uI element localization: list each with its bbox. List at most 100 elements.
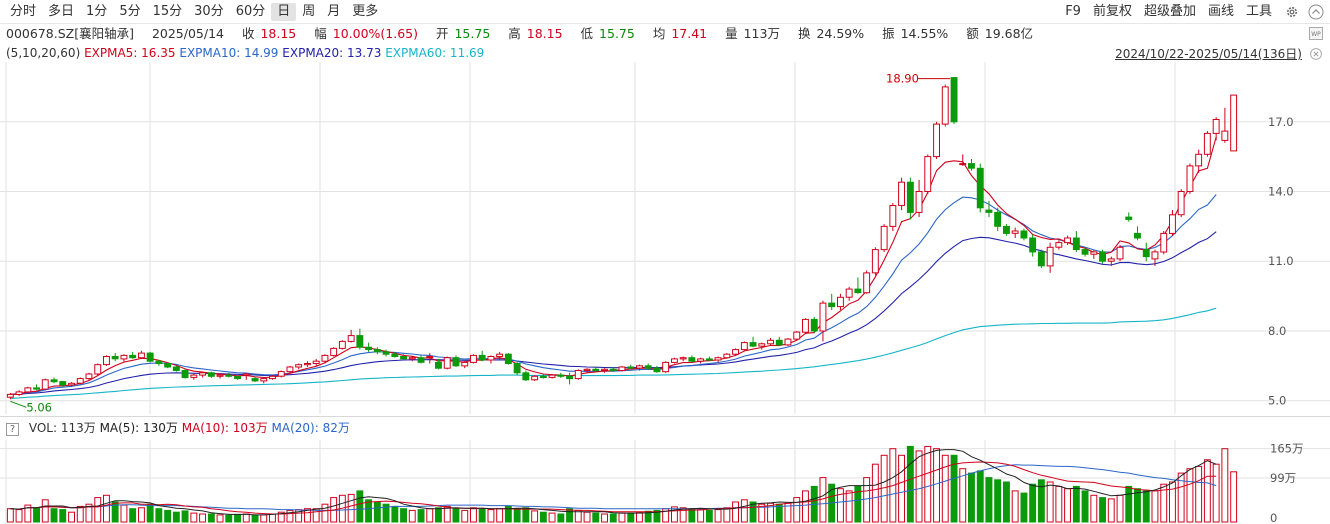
candle bbox=[1195, 149, 1203, 173]
candle bbox=[775, 336, 783, 347]
candle bbox=[871, 247, 879, 276]
draw-line-button[interactable]: 画线 bbox=[1207, 4, 1234, 19]
candle-body-up bbox=[767, 339, 774, 345]
tab-30min[interactable]: 30分 bbox=[194, 4, 224, 19]
volume-bar-up bbox=[1169, 481, 1176, 523]
candle bbox=[146, 351, 154, 363]
candle bbox=[41, 378, 49, 391]
candle-body-up bbox=[1230, 94, 1238, 152]
wp-icon[interactable]: WP bbox=[1308, 26, 1324, 40]
candle bbox=[671, 357, 678, 364]
candle bbox=[1037, 249, 1045, 269]
candle-body-up bbox=[103, 356, 110, 366]
candle-body-up bbox=[723, 353, 731, 359]
candle-body-down bbox=[539, 375, 547, 378]
volume-bar-up bbox=[216, 514, 224, 523]
tab-60min[interactable]: 60分 bbox=[235, 4, 266, 19]
volume-bar-up bbox=[1107, 498, 1115, 523]
candle bbox=[382, 349, 390, 357]
candle-body-up bbox=[802, 318, 809, 333]
volume-bar-up bbox=[898, 454, 905, 523]
candle-body-up bbox=[618, 366, 626, 371]
volume-bar-down bbox=[705, 509, 713, 523]
candle bbox=[802, 318, 809, 334]
candle bbox=[260, 377, 268, 384]
date-range[interactable]: 2024/10/22-2025/05/14(136日) bbox=[1115, 47, 1302, 61]
candle-body-up bbox=[1011, 230, 1019, 234]
candle bbox=[199, 371, 207, 378]
gear-icon[interactable] bbox=[1282, 3, 1302, 21]
tab-more[interactable]: 更多 bbox=[352, 4, 379, 19]
candle-body-up bbox=[277, 371, 285, 377]
candle-body-up bbox=[443, 357, 451, 369]
f9-button[interactable]: F9 bbox=[1065, 4, 1081, 19]
candle bbox=[277, 370, 285, 378]
candle-body-up bbox=[85, 373, 93, 380]
volume-bar-up bbox=[6, 508, 14, 523]
amount-value: 19.68亿 bbox=[984, 26, 1034, 41]
candle-body-down bbox=[627, 366, 635, 369]
candle bbox=[1203, 131, 1211, 157]
volume-bar-down bbox=[373, 501, 381, 523]
volume-bar-up bbox=[583, 511, 591, 523]
candle bbox=[994, 207, 1002, 232]
candle bbox=[1230, 94, 1238, 152]
candle bbox=[15, 390, 23, 397]
overlay-button[interactable]: 超级叠加 bbox=[1143, 4, 1196, 19]
help-icon[interactable]: ? bbox=[6, 423, 19, 436]
tab-multi-day[interactable]: 多日 bbox=[48, 4, 75, 19]
low-value: 15.75 bbox=[599, 26, 635, 41]
volume-bar-down bbox=[1081, 490, 1089, 523]
volume-bar-up bbox=[1186, 468, 1194, 523]
tab-week[interactable]: 周 bbox=[302, 4, 316, 19]
vol-legend: VOL: 113万 bbox=[28, 421, 96, 435]
volume-bar-up bbox=[1046, 481, 1054, 523]
tab-day[interactable]: 日 bbox=[271, 3, 297, 21]
volume-bar-down bbox=[478, 508, 486, 523]
volume-chart[interactable]: 165万 99万 0 bbox=[0, 440, 1330, 524]
adjust-price-button[interactable]: 前复权 bbox=[1092, 4, 1132, 19]
y-tick-label: 5.0 bbox=[1268, 394, 1286, 408]
candle bbox=[1107, 256, 1115, 266]
candle-body-up bbox=[6, 393, 14, 398]
candle bbox=[583, 368, 591, 373]
tab-minute[interactable]: 分时 bbox=[10, 4, 37, 19]
ma-params[interactable]: (5,10,20,60) bbox=[6, 46, 81, 60]
tab-1min[interactable]: 1分 bbox=[86, 4, 108, 19]
candle bbox=[400, 354, 408, 361]
volume-bar-up bbox=[199, 513, 207, 523]
candle-body-up bbox=[1160, 232, 1168, 253]
collapse-up-icon[interactable] bbox=[1306, 3, 1326, 21]
tools-button[interactable]: 工具 bbox=[1245, 4, 1272, 19]
candle bbox=[609, 367, 617, 372]
tab-15min[interactable]: 15分 bbox=[152, 4, 183, 19]
candle bbox=[94, 363, 102, 376]
candle bbox=[880, 224, 888, 252]
candle-body-up bbox=[1116, 246, 1124, 260]
volume-bar-up bbox=[461, 509, 469, 523]
ma10-line bbox=[10, 194, 1217, 395]
candle-body-down bbox=[234, 375, 242, 380]
volume-bar-up bbox=[845, 490, 853, 523]
candle bbox=[242, 372, 250, 380]
price-chart[interactable]: 5.0 8.0 11.0 14.0 17.0 18.90 5.06 bbox=[0, 62, 1330, 414]
change-label: 幅 bbox=[314, 26, 327, 41]
candle-body-up bbox=[863, 272, 871, 294]
volume-bar-down bbox=[50, 508, 58, 523]
candle-body-up bbox=[1212, 119, 1220, 134]
candle bbox=[120, 354, 128, 363]
volume-bar-down bbox=[146, 503, 154, 523]
candle-body-up bbox=[1107, 258, 1115, 262]
candle-body-down bbox=[513, 363, 521, 374]
candle-body-up bbox=[470, 354, 477, 363]
candle-body-up bbox=[1046, 246, 1054, 267]
candle bbox=[662, 361, 670, 373]
tab-month[interactable]: 月 bbox=[327, 4, 341, 19]
stock-code[interactable]: 000678.SZ[襄阳轴承] bbox=[6, 26, 134, 41]
candle-body-down bbox=[400, 356, 408, 360]
y-tick-label: 14.0 bbox=[1268, 185, 1294, 199]
volume-bar-up bbox=[601, 513, 608, 523]
tab-5min[interactable]: 5分 bbox=[119, 4, 141, 19]
volume-bar-down bbox=[1099, 497, 1106, 523]
close-icon[interactable] bbox=[1308, 47, 1324, 61]
